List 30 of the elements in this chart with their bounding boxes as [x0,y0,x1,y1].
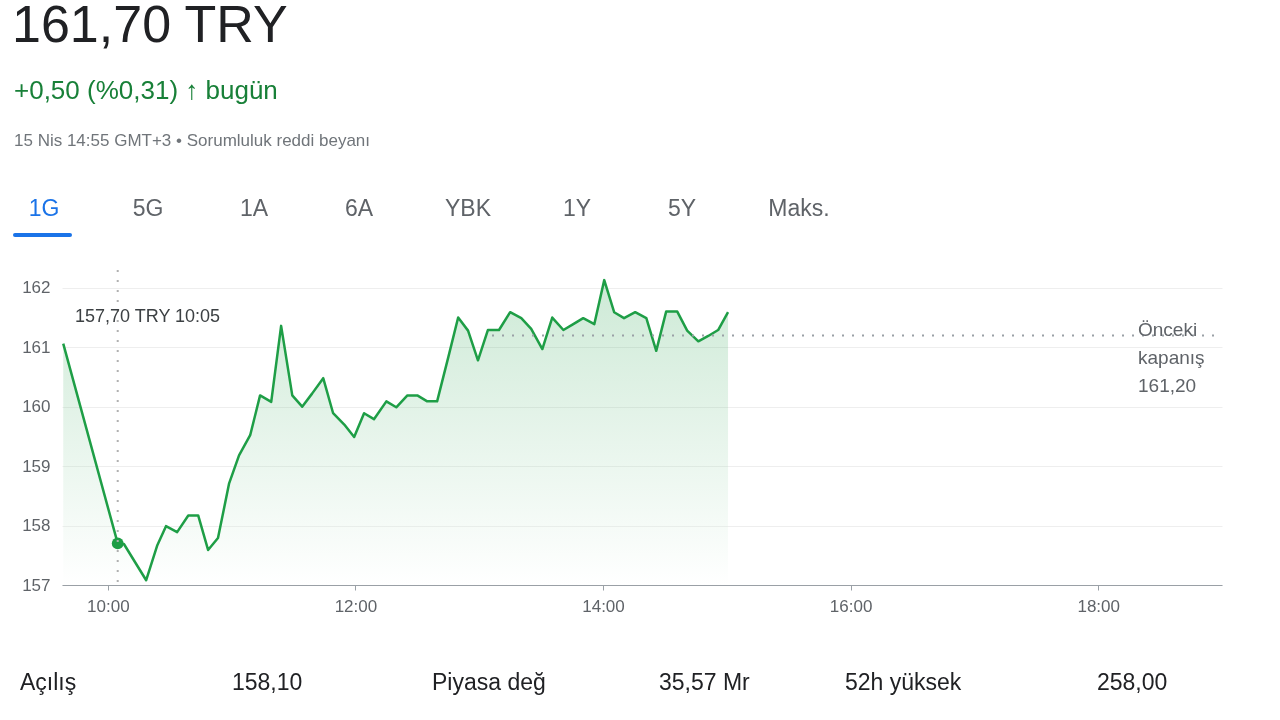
ref-line-label: Önceki kapanış 161,20 [1138,319,1205,397]
text: 258,00 [1097,669,1168,695]
x-tick-label: 12:00 [334,596,378,616]
text: Maks. [768,195,830,221]
text: 6A [344,195,374,221]
text: 1G [28,195,60,221]
chart-subtitle: +0,50 (%0,31) ↑ bugün [14,75,278,105]
text: 1Y [562,195,592,221]
y-tick-label: 158 [22,516,51,536]
y-tick-label: 162 [22,278,51,298]
text: YBK [444,195,492,221]
x-tick-label: 18:00 [1077,596,1120,616]
x-tick-label: 14:00 [582,596,625,616]
chart-title: 161,70 TRY [12,0,288,53]
text: 1A [239,195,269,221]
x-tick-label: 16:00 [829,596,873,616]
text: 52h yüksek [845,669,962,695]
y-tick-label: 159 [22,456,51,476]
x-tick-label: 10:00 [87,596,130,616]
text: 158,10 [232,669,303,695]
text: Açılış [20,669,77,695]
text: 5Y [667,195,697,221]
y-tick-label: 157 [22,575,51,595]
text: 5G [132,195,164,221]
y-tick-label: 161 [22,337,51,357]
annotation: 157,70 TRY 10:05 [75,306,221,326]
text: 35,57 Mr [659,669,751,695]
text: 15 Nis 14:55 GMT+3 • Sorumluluk reddi beyanı [14,131,371,150]
text: Piyasa değ [432,669,546,695]
y-tick-label: 160 [22,397,51,417]
